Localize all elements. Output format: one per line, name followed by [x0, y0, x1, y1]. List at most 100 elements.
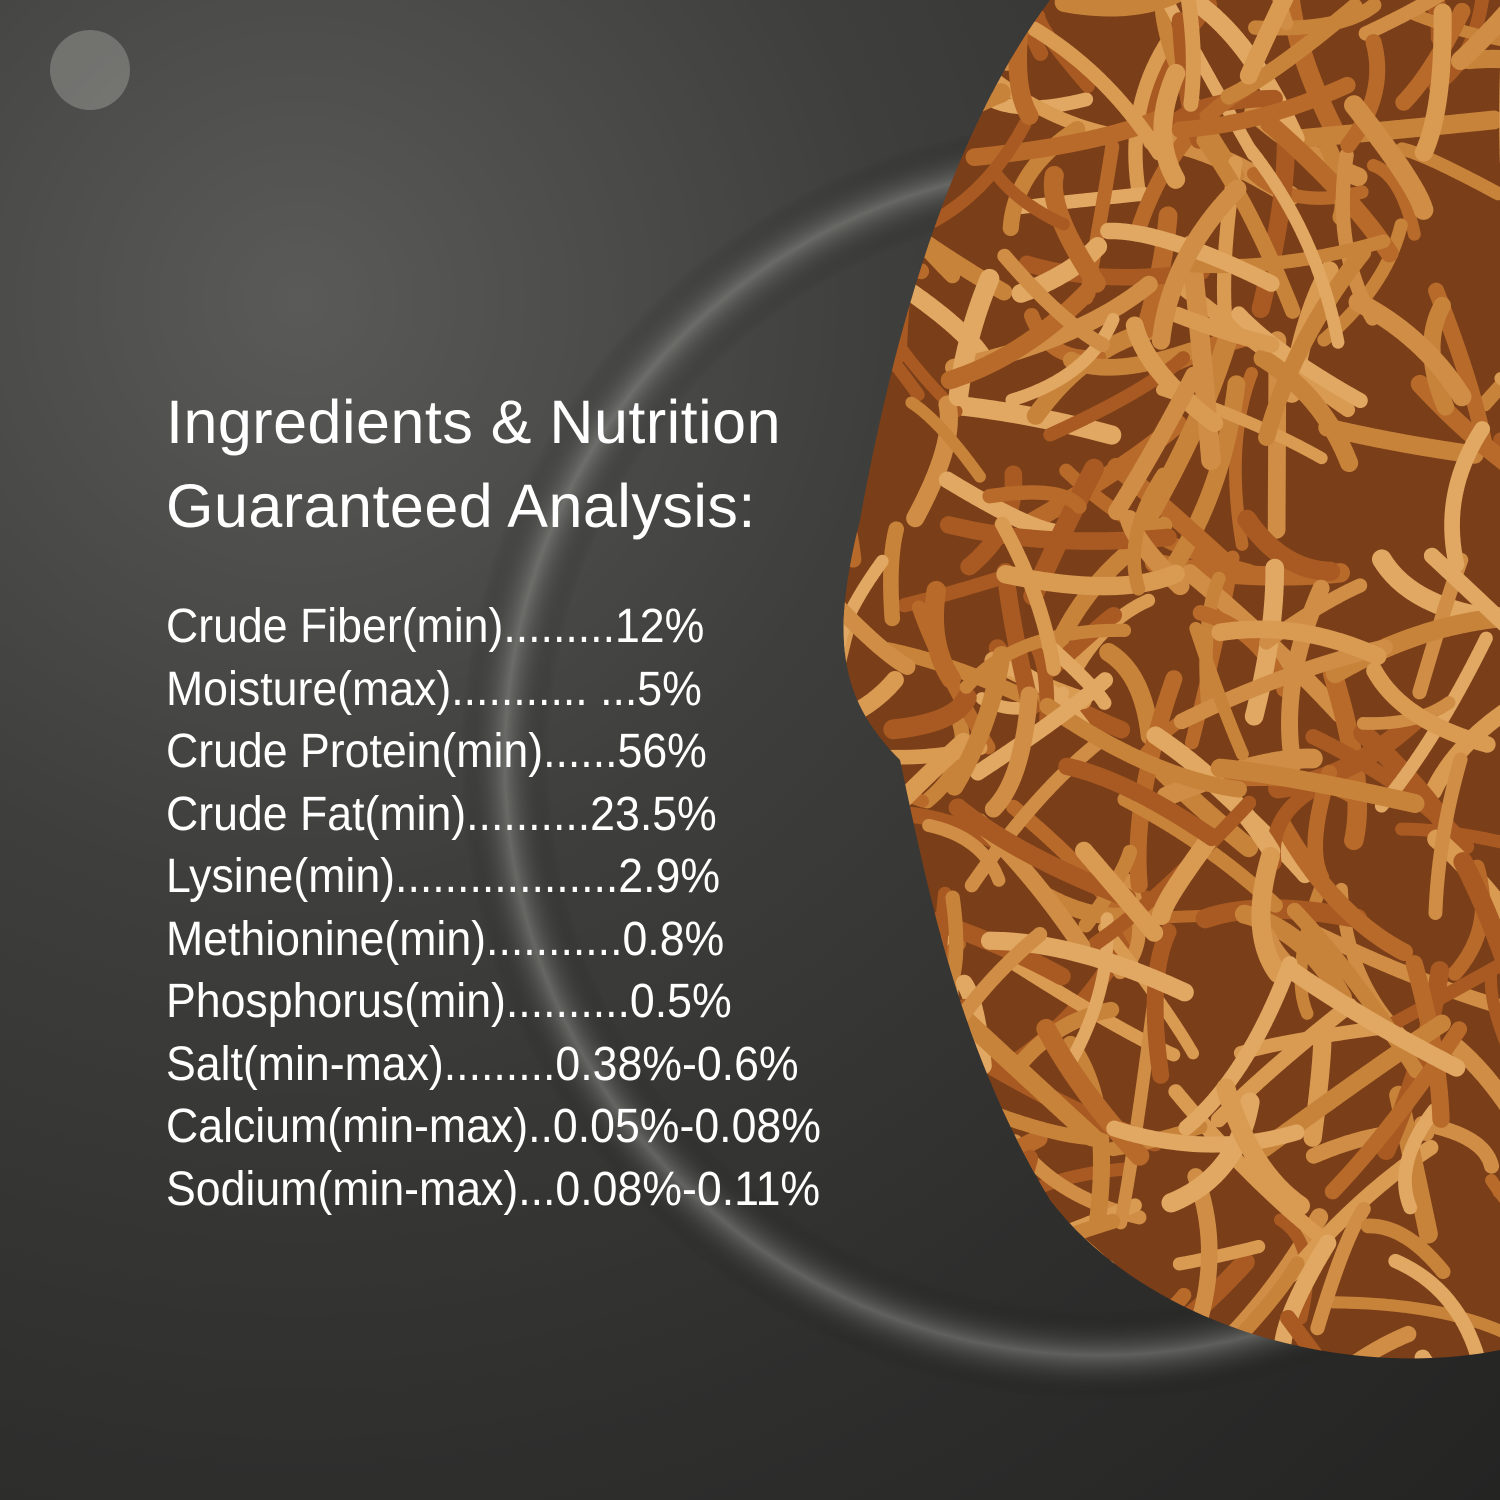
mealworm [1424, 702, 1500, 801]
mealworm [1453, 852, 1500, 992]
mealworm [1100, 222, 1280, 292]
mealworm [1125, 316, 1224, 433]
mealworm [1395, 142, 1500, 201]
analysis-row: Crude Fat(min)..........23.5% [166, 787, 717, 841]
guaranteed-analysis-list: Crude Fiber(min).........12% Moisture(ma… [166, 596, 870, 1221]
mealworm [964, 732, 1110, 893]
mealworm [931, 16, 1017, 71]
mealworm [843, 571, 916, 675]
mealworm [969, 672, 1114, 781]
mealworm [1209, 758, 1425, 814]
mealworm [1496, 1377, 1500, 1465]
mealworm [883, 521, 905, 627]
mealworm [1075, 841, 1164, 942]
analysis-row: Methionine(min)...........0.8% [166, 912, 725, 966]
mealworm [948, 798, 1137, 907]
mealworm [1251, 846, 1288, 983]
mealworm [1395, 822, 1500, 865]
mealworm [1004, 312, 1120, 407]
mealworm [1239, 0, 1349, 85]
mealworm [1058, 757, 1221, 847]
mealworm [1414, 1116, 1500, 1176]
mealworm [1310, 1201, 1371, 1336]
mealworm [1450, 0, 1500, 71]
mealworm [1274, 1234, 1337, 1352]
mealworm [980, 931, 1194, 1002]
mealworm [1054, 0, 1213, 17]
mealworm [883, 687, 977, 740]
mealworm [1106, 1120, 1305, 1153]
mealworm [1398, 1103, 1441, 1215]
mealworm [1171, 76, 1356, 139]
nutrition-panel: Ingredients & Nutrition Guaranteed Analy… [166, 380, 870, 1221]
analysis-row: Calcium(min-max)..0.05%-0.08% [166, 1100, 821, 1153]
mealworm [1099, 643, 1160, 746]
mealworm [1196, 132, 1301, 319]
mealworm [1146, 923, 1177, 1084]
mealworm [997, 248, 1110, 352]
mealworm [955, 974, 992, 1075]
mealworm [1211, 620, 1387, 666]
mealworm [873, 0, 938, 87]
analysis-row: Salt(min-max).........0.38%-0.6% [166, 1037, 799, 1091]
mealworm [1414, 3, 1452, 163]
mealworm [1459, 49, 1500, 103]
mealworm [1253, 349, 1359, 473]
mealworm [1199, 571, 1226, 714]
analysis-row: Crude Protein(min)......56% [166, 725, 707, 778]
mealworm [843, 10, 847, 201]
mealworm [1379, 917, 1500, 1035]
mealworm [1167, 0, 1201, 112]
mealworm [1484, 964, 1500, 1115]
mealworm [1366, 158, 1421, 241]
mealworm [905, 396, 986, 483]
mealworm [1216, 1078, 1312, 1217]
mealworm [1167, 375, 1246, 571]
mealworm [1344, 95, 1434, 222]
analysis-row: Crude Fiber(min).........12% [166, 600, 705, 653]
mealworm [1348, 292, 1473, 408]
mealworm [1151, 179, 1247, 350]
mealworm [843, 41, 943, 82]
mealworm [1423, 547, 1500, 689]
mealworm [1169, 306, 1280, 353]
mealworm [1485, 1174, 1500, 1266]
mealworm [1153, 63, 1186, 189]
mealworm [1280, 1309, 1405, 1359]
mealworm [1428, 752, 1468, 920]
mealworm [1274, 817, 1413, 961]
mealworm [1371, 549, 1486, 626]
analysis-row: Phosphorus(min)..........0.5% [166, 975, 732, 1028]
mealworm [924, 580, 961, 689]
mealworm [1189, 621, 1249, 761]
mealworm [1366, 662, 1496, 753]
mealworm [1243, 143, 1345, 350]
mealworm [1427, 829, 1500, 991]
mealworm [927, 118, 1032, 228]
title: Ingredients & Nutrition Guaranteed Analy… [166, 380, 870, 548]
light-blur [50, 30, 130, 110]
mealworm [1340, 34, 1386, 154]
mealworm [833, 1379, 939, 1417]
mealworm [1281, 579, 1330, 774]
mealworm [1178, 956, 1298, 1136]
mealworm [1231, 1371, 1293, 1500]
mealworm [1195, 899, 1368, 929]
mealworm [994, 516, 1061, 676]
mealworm [1360, 1218, 1451, 1280]
analysis-row: Sodium(min-max)...0.08%-0.11% [166, 1162, 821, 1216]
mealworm [959, 623, 1132, 694]
mealworm [1285, 963, 1466, 1077]
mealworm [843, 0, 1044, 40]
mealworm [984, 686, 1038, 818]
mealworm [1035, 1017, 1150, 1166]
mealworm [940, 283, 1096, 390]
title-line-2: Guaranteed Analysis: [166, 472, 756, 540]
mealworm [1043, 351, 1191, 442]
mealworm [922, 818, 1006, 887]
mealworm [906, 395, 958, 528]
mealworm [1108, 366, 1203, 521]
mealworm [1027, 21, 1167, 161]
mealworm [1220, 0, 1363, 105]
